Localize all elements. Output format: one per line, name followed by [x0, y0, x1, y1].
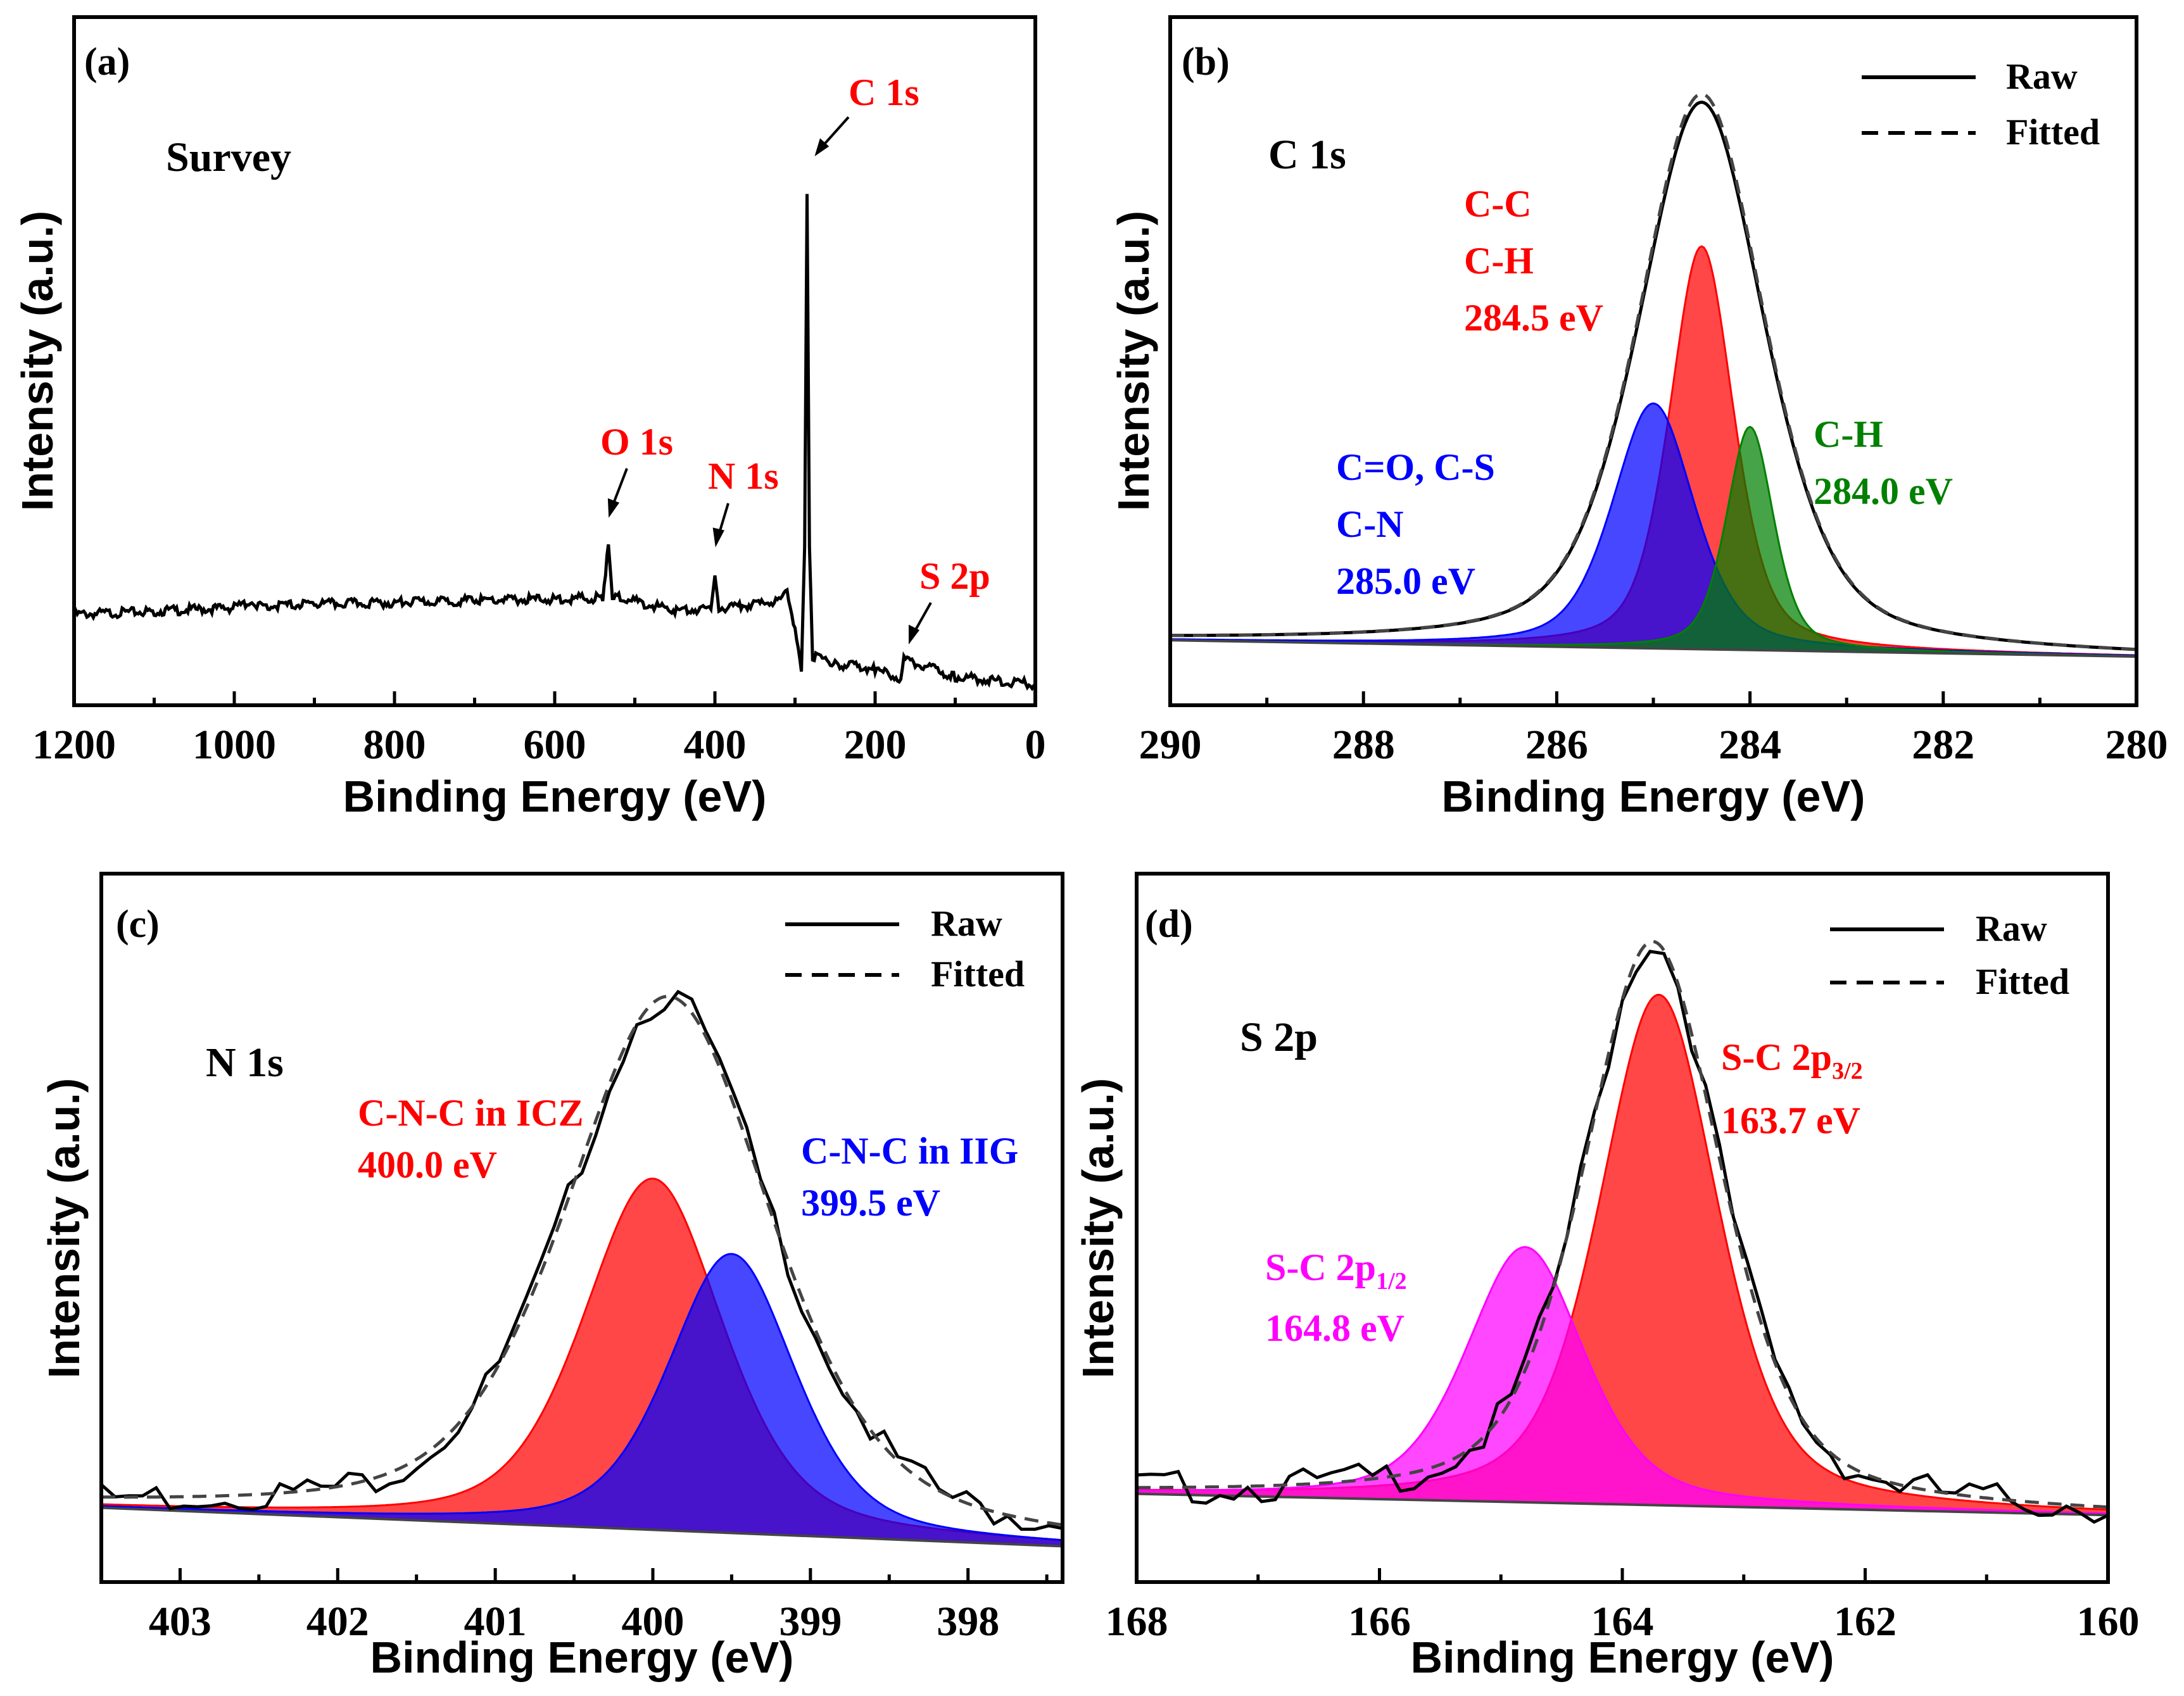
x-tick-label: 282: [1912, 722, 1974, 768]
annotation-co-energy: 285.0 eV: [1336, 560, 1475, 602]
survey-spectrum-line: [74, 194, 1035, 692]
panel-c-frame: [99, 872, 1064, 1584]
x-tick-label: 0: [1025, 722, 1046, 768]
fit-component-peak: [1170, 402, 2137, 658]
n1s-baseline: [101, 1506, 1063, 1548]
x-tick-label: 286: [1525, 722, 1588, 768]
annotation-2p12-energy: 164.8 eV: [1265, 1307, 1404, 1349]
panel-a-x-axis-title: Binding Energy (eV): [343, 772, 767, 821]
x-tick-label: 164: [1591, 1599, 1654, 1645]
panel-b-c1s: 290 288 286 284 282 280 (b) C 1s Binding Ener…: [1109, 15, 2168, 821]
x-tick-label: 168: [1106, 1599, 1168, 1645]
s2p-baseline: [1137, 1492, 2108, 1517]
panel-a-x-ticks: 1200 1000 800 600 400 200 0: [32, 691, 1046, 768]
annotation-ch-green: C-H: [1814, 413, 1883, 455]
panel-b-title: C 1s: [1268, 132, 1346, 178]
legend-fitted-label: Fitted: [2006, 111, 2100, 153]
fit-component-peak: [101, 1178, 1063, 1547]
x-tick-label: 403: [149, 1599, 211, 1645]
panel-c-x-axis-title: Binding Energy (eV): [370, 1633, 794, 1682]
annotation-ch: C-H: [1464, 240, 1534, 282]
x-tick-label: 400: [684, 722, 747, 768]
panel-b-label: (b): [1182, 41, 1230, 84]
annotation-iig: C-N-C in IIG: [801, 1130, 1018, 1172]
legend-fitted-label: Fitted: [1976, 961, 2069, 1002]
x-tick-label: 600: [524, 722, 586, 768]
c1s-fitted-line: [1170, 92, 2137, 651]
panel-d-s2p: 168 166 164 162 160 (d) S 2p Binding Energy …: [1073, 872, 2140, 1682]
x-tick-label: 284: [1719, 722, 1781, 768]
annotation-2p12: S-C 2p1/2: [1265, 1247, 1407, 1295]
panel-b-x-ticks: 290 288 286 284 282 280: [1139, 691, 2168, 768]
x-tick-label: 288: [1332, 722, 1395, 768]
panel-d-label: (d): [1145, 903, 1193, 946]
n1s-raw-line: [101, 989, 1063, 1531]
legend-fitted-label: Fitted: [931, 953, 1025, 995]
x-tick-label: 1200: [32, 722, 116, 768]
x-tick-label: 398: [937, 1599, 999, 1645]
annotation-cc: C-C: [1464, 183, 1532, 225]
panel-b-x-axis-title: Binding Energy (eV): [1442, 772, 1865, 821]
annotation-s2p: S 2p: [919, 555, 990, 597]
x-tick-label: 166: [1348, 1599, 1411, 1645]
x-tick-label: 280: [2105, 722, 2168, 768]
panel-c-y-axis-title: Intensity (a.u.): [39, 1078, 89, 1378]
x-tick-label: 400: [621, 1599, 684, 1645]
panel-c-x-ticks: 403 402 401 400 399 398: [149, 1568, 1049, 1645]
legend-raw-label: Raw: [1976, 908, 2047, 949]
annotation-icz: C-N-C in ICZ: [358, 1092, 584, 1134]
panel-a-frame: [72, 15, 1037, 707]
annotation-co-cs: C=O, C-S: [1336, 446, 1495, 488]
x-tick-label: 160: [2077, 1599, 2140, 1645]
panel-a-y-axis-title: Intensity (a.u.): [13, 211, 62, 511]
annotation-o1s: O 1s: [600, 421, 673, 463]
x-tick-label: 200: [844, 722, 907, 768]
annotation-arrows: [607, 116, 932, 644]
x-tick-label: 402: [306, 1599, 369, 1645]
n1s-fitted-line: [101, 995, 1063, 1527]
annotation-n1s: N 1s: [708, 455, 779, 497]
x-tick-label: 800: [363, 722, 426, 768]
panel-a-title: Survey: [166, 134, 291, 180]
panel-c-label: (c): [116, 903, 160, 946]
panel-d-legend: Raw Fitted: [1830, 908, 2069, 1002]
panel-d-y-axis-title: Intensity (a.u.): [1073, 1078, 1123, 1378]
c1s-baseline: [1170, 639, 2137, 658]
legend-raw-label: Raw: [931, 903, 1002, 944]
s2p-fitted-line: [1137, 939, 2108, 1509]
panel-d-x-ticks: 168 166 164 162 160: [1106, 1568, 2140, 1645]
x-tick-label: 290: [1139, 722, 1202, 768]
panel-c-legend: Raw Fitted: [785, 903, 1025, 995]
panel-a-survey: 1200 1000 800 600 400 200 0 (a) Survey Binding…: [13, 15, 1046, 821]
x-tick-label: 1000: [193, 722, 276, 768]
annotation-ch-green-energy: 284.0 eV: [1814, 470, 1953, 512]
x-tick-label: 162: [1834, 1599, 1897, 1645]
annotation-2p32: S-C 2p3/2: [1721, 1036, 1863, 1084]
x-tick-label: 399: [779, 1599, 842, 1645]
x-tick-label: 401: [464, 1599, 527, 1645]
panel-d-title: S 2p: [1240, 1014, 1318, 1060]
annotation-cn: C-N: [1336, 503, 1404, 545]
legend-raw-label: Raw: [2006, 56, 2078, 97]
panel-c-title: N 1s: [206, 1040, 284, 1086]
annotation-icz-energy: 400.0 eV: [358, 1144, 497, 1186]
panel-d-x-axis-title: Binding Energy (eV): [1411, 1633, 1834, 1682]
annotation-c1s: C 1s: [849, 72, 919, 113]
panel-b-y-axis-title: Intensity (a.u.): [1109, 211, 1158, 511]
annotation-2p32-energy: 163.7 eV: [1721, 1100, 1860, 1141]
panel-a-label: (a): [84, 41, 130, 84]
annotation-cc-energy: 284.5 eV: [1464, 297, 1603, 339]
annotation-iig-energy: 399.5 eV: [801, 1182, 940, 1224]
panel-c-n1s: 403 402 401 400 399 398 (c) N 1s Binding Ener…: [39, 872, 1064, 1682]
panel-b-legend: Raw Fitted: [1862, 56, 2100, 153]
